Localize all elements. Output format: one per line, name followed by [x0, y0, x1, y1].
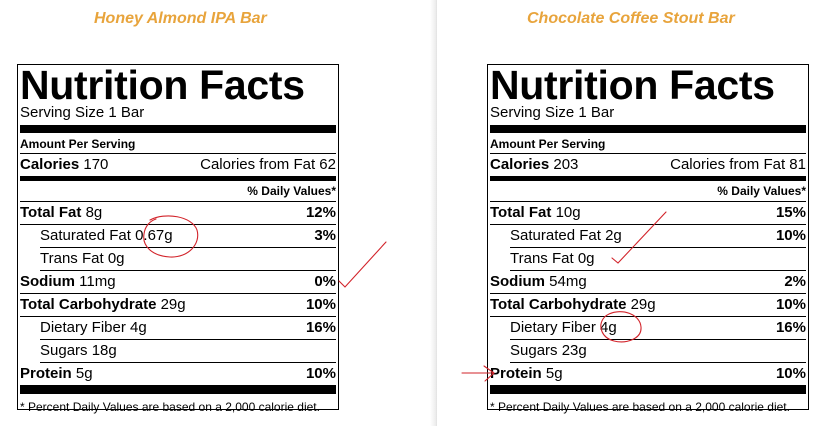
dietary-fiber-value: 4g: [130, 319, 147, 336]
carbohydrate-pct: 10%: [775, 296, 806, 313]
product-title-right: Chocolate Coffee Stout Bar: [527, 10, 735, 27]
nutrition-facts-heading: Nutrition Facts: [20, 62, 305, 108]
protein-label: Protein: [20, 365, 72, 382]
sodium-row: Sodium 11mg 0%: [20, 271, 336, 294]
calories-label: Calories: [490, 156, 550, 173]
sodium-checkmark-left: [338, 241, 387, 288]
dietary-fiber-value: 4g: [600, 319, 617, 336]
protein-value: 5g: [545, 365, 563, 382]
trans-fat-value: 0g: [107, 250, 125, 267]
thick-rule: [490, 125, 806, 133]
serving-size: Serving Size 1 Bar: [490, 104, 615, 121]
calories-from-fat: Calories from Fat 62: [200, 156, 336, 173]
carbohydrate-row: Total Carbohydrate 29g 10%: [490, 294, 806, 317]
saturated-fat-pct: 10%: [775, 227, 806, 244]
protein-row: Protein 5g 10%: [490, 363, 806, 385]
sodium-row: Sodium 54mg 2%: [490, 271, 806, 294]
protein-pct: 10%: [305, 365, 336, 382]
trans-fat-label: Trans Fat: [510, 250, 574, 267]
sugars-value: 18g: [91, 342, 117, 359]
sugars-row: Sugars 23g: [510, 340, 806, 363]
sodium-label: Sodium: [20, 273, 75, 290]
dietary-fiber-pct: 16%: [305, 319, 336, 336]
total-fat-label: Total Fat: [20, 204, 82, 221]
saturated-fat-pct: 3%: [314, 227, 336, 244]
dietary-fiber-label: Dietary Fiber: [510, 319, 596, 336]
saturated-fat-label: Saturated Fat: [40, 227, 131, 244]
nutrition-label-left: Nutrition Facts Serving Size 1 Bar Amoun…: [17, 62, 339, 414]
total-fat-row: Total Fat 10g 15%: [490, 202, 806, 225]
nutrition-facts-heading: Nutrition Facts: [490, 62, 775, 108]
saturated-fat-row: Saturated Fat 2g 10%: [510, 225, 806, 248]
dietary-fiber-row: Dietary Fiber 4g 16%: [40, 317, 336, 340]
daily-values-header: % Daily Values*: [490, 181, 806, 202]
protein-label: Protein: [490, 365, 542, 382]
protein-pct: 10%: [775, 365, 806, 382]
calories-row: Calories 170 Calories from Fat 62: [20, 154, 336, 177]
trans-fat-label: Trans Fat: [40, 250, 104, 267]
carbohydrate-value: 29g: [160, 296, 186, 313]
calories-row: Calories 203 Calories from Fat 81: [490, 154, 806, 177]
carbohydrate-value: 29g: [630, 296, 656, 313]
dietary-fiber-row: Dietary Fiber 4g 16%: [510, 317, 806, 340]
carbohydrate-row: Total Carbohydrate 29g 10%: [20, 294, 336, 317]
footnote: * Percent Daily Values are based on a 2,…: [490, 400, 790, 414]
sodium-label: Sodium: [490, 273, 545, 290]
thick-rule: [20, 125, 336, 133]
sugars-label: Sugars: [40, 342, 88, 359]
serving-size: Serving Size 1 Bar: [20, 104, 145, 121]
dietary-fiber-label: Dietary Fiber: [40, 319, 126, 336]
calories-from-fat: Calories from Fat 81: [670, 156, 806, 173]
heavy-rule: [490, 385, 806, 394]
sodium-value: 54mg: [549, 273, 587, 290]
sodium-pct: 2%: [784, 273, 806, 290]
total-fat-pct: 12%: [305, 204, 336, 221]
daily-values-header: % Daily Values*: [20, 181, 336, 202]
trans-fat-value: 0g: [577, 250, 595, 267]
trans-fat-row: Trans Fat 0g: [40, 248, 336, 271]
calories-label: Calories: [20, 156, 80, 173]
total-fat-value: 8g: [85, 204, 103, 221]
saturated-fat-value: 0.67g: [135, 227, 173, 244]
nutrition-label-right: Nutrition Facts Serving Size 1 Bar Amoun…: [487, 62, 809, 414]
total-fat-row: Total Fat 8g 12%: [20, 202, 336, 225]
dietary-fiber-pct: 16%: [775, 319, 806, 336]
carbohydrate-label: Total Carbohydrate: [20, 296, 157, 313]
total-fat-label: Total Fat: [490, 204, 552, 221]
carbohydrate-label: Total Carbohydrate: [490, 296, 627, 313]
calories-value: 170: [83, 156, 109, 173]
calories-value: 203: [553, 156, 579, 173]
footnote: * Percent Daily Values are based on a 2,…: [20, 400, 320, 414]
total-fat-pct: 15%: [775, 204, 806, 221]
trans-fat-row: Trans Fat 0g: [510, 248, 806, 271]
sugars-value: 23g: [561, 342, 587, 359]
saturated-fat-label: Saturated Fat: [510, 227, 601, 244]
protein-value: 5g: [75, 365, 93, 382]
carbohydrate-pct: 10%: [305, 296, 336, 313]
total-fat-value: 10g: [555, 204, 581, 221]
heavy-rule: [20, 385, 336, 394]
sodium-value: 11mg: [79, 273, 116, 290]
medium-rule: [490, 177, 806, 181]
sodium-pct: 0%: [314, 273, 336, 290]
saturated-fat-value: 2g: [605, 227, 622, 244]
protein-row: Protein 5g 10%: [20, 363, 336, 385]
sugars-row: Sugars 18g: [40, 340, 336, 363]
saturated-fat-row: Saturated Fat 0.67g 3%: [40, 225, 336, 248]
amount-per-serving: Amount Per Serving: [490, 133, 806, 154]
sugars-label: Sugars: [510, 342, 558, 359]
medium-rule: [20, 177, 336, 181]
amount-per-serving: Amount Per Serving: [20, 133, 336, 154]
product-title-left: Honey Almond IPA Bar: [94, 10, 267, 27]
